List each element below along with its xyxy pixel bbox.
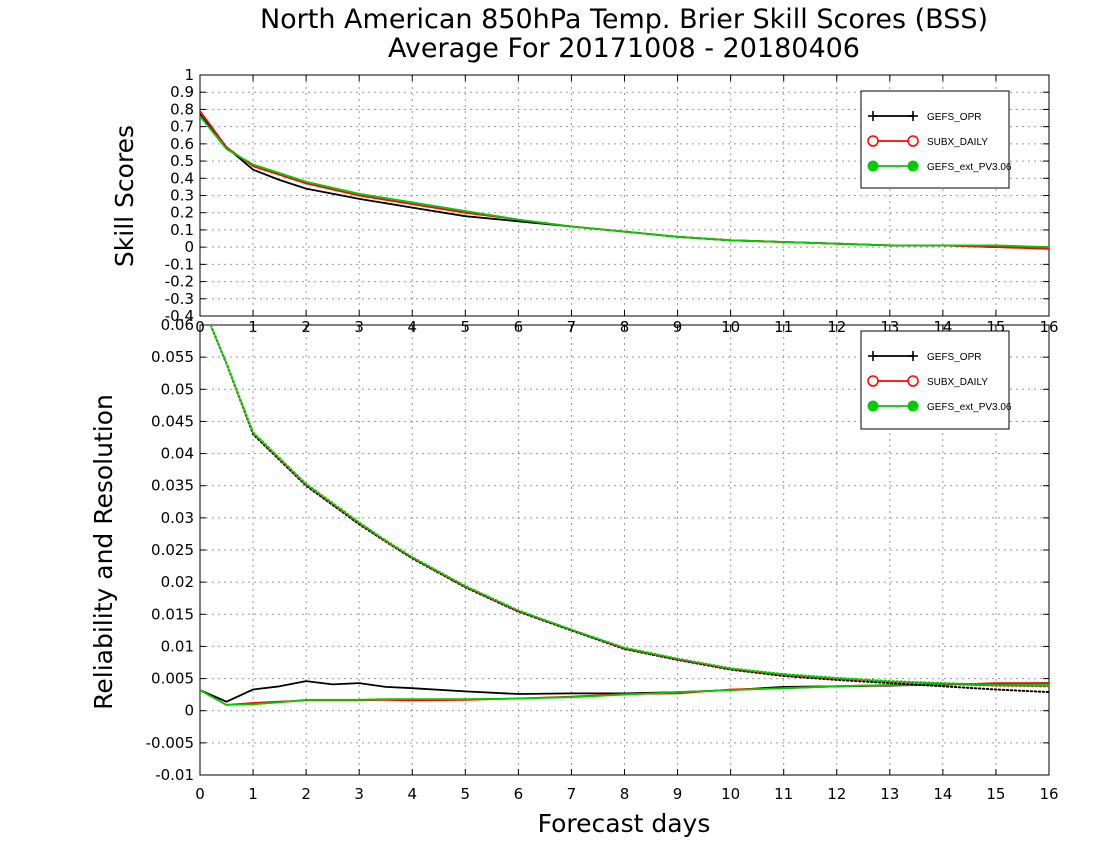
x-axis-label: Forecast days [538, 809, 711, 838]
x-tick-label: 9 [673, 785, 683, 803]
open-circle-marker [907, 135, 919, 147]
series-group [200, 325, 1049, 706]
open-circle-marker [867, 375, 879, 387]
y-tick-label: 0.6 [170, 135, 194, 153]
x-tick-label: 12 [827, 785, 846, 803]
y-tick-label: -0.01 [155, 766, 194, 784]
legend-label: GEFS_ext_PV3.06 [927, 402, 1012, 413]
reliability-axis-label: Reliability and Resolution [89, 394, 118, 710]
series-line-gefs-ext-pv3-06-resolution [209, 325, 1049, 687]
x-tick-label: 14 [933, 785, 952, 803]
y-tick-label: -0.005 [146, 734, 194, 752]
x-tick-label: 1 [248, 785, 258, 803]
x-tick-label: 5 [461, 785, 471, 803]
legend-label: SUBX_DAILY [927, 137, 988, 148]
x-tick-label: 10 [721, 785, 740, 803]
series-line-gefs-ext-pv3-06 [200, 115, 1049, 248]
chart-title: North American 850hPa Temp. Brier Skill … [260, 4, 988, 35]
x-tick-label: 0 [195, 785, 205, 803]
filled-circle-marker [867, 400, 879, 412]
y-tick-label: -0.2 [165, 273, 194, 291]
open-circle-marker [867, 135, 879, 147]
y-tick-label: 0.015 [151, 605, 194, 623]
y-tick-label: 0.05 [161, 380, 194, 398]
y-tick-label: 0.8 [170, 100, 194, 118]
series-group [200, 110, 1049, 250]
skill-scores-axis-label: Skill Scores [110, 125, 139, 267]
y-tick-label: 0 [184, 238, 194, 256]
legend-box [860, 90, 1010, 189]
x-tick-label: 13 [880, 785, 899, 803]
reliability-resolution-panel: -0.01 -0.005 0 0.005 0.01 0.015 0.02 0.025 0.03 0… [146, 316, 1059, 803]
y-tick-label: 1 [184, 66, 194, 84]
x-tick-label: 4 [407, 785, 417, 803]
x-tick-label: 2 [301, 785, 311, 803]
y-tick-label: 0.045 [151, 412, 194, 430]
filled-circle-marker [867, 160, 879, 172]
x-tick-label: 6 [514, 785, 524, 803]
x-tick-label: 3 [354, 785, 364, 803]
y-tick-label: -0.1 [165, 255, 194, 273]
y-tick-label: 0.025 [151, 541, 194, 559]
legend-label: GEFS_OPR [927, 112, 981, 123]
legend-box [860, 330, 1010, 430]
legend-label: SUBX_DAILY [927, 377, 988, 388]
y-tick-label: 0.3 [170, 187, 194, 205]
y-tick-label: 0.1 [170, 221, 194, 239]
x-tick-label: 15 [986, 785, 1005, 803]
y-tick-label: -0.4 [165, 307, 194, 325]
filled-circle-marker [907, 400, 919, 412]
y-tick-label: 0.04 [161, 445, 194, 463]
legend-label: GEFS_ext_PV3.06 [927, 162, 1012, 173]
legend-label: GEFS_OPR [927, 352, 981, 363]
y-tick-label: 0.06 [161, 316, 194, 334]
y-tick-label: 0.2 [170, 204, 194, 222]
skill-scores-panel: -0.4-0.3-0.2-0.100.10.20.30.40.50.60.70.… [165, 66, 1059, 336]
x-tick-label: 11 [774, 785, 793, 803]
y-tick-label: 0.4 [170, 169, 194, 187]
y-tick-label: 0 [184, 702, 194, 720]
y-tick-label: 0.01 [161, 637, 194, 655]
series-line-gefs-ext-pv3-06 [200, 683, 1049, 706]
x-tick-label: 8 [620, 785, 630, 803]
legend: GEFS_OPR SUBX_DAILY GEFS_ext_PV3.06 [860, 90, 1012, 189]
chart-subtitle: Average For 20171008 - 20180406 [388, 33, 860, 64]
open-circle-marker [907, 375, 919, 387]
y-tick-label: 0.02 [161, 573, 194, 591]
filled-circle-marker [907, 160, 919, 172]
y-tick-label: 0.5 [170, 152, 194, 170]
x-tick-label: 16 [1039, 785, 1058, 803]
y-tick-label: 0.03 [161, 509, 194, 527]
y-tick-label: 0.7 [170, 118, 194, 136]
y-tick-label: 0.005 [151, 670, 194, 688]
y-tick-label: 0.9 [170, 83, 194, 101]
y-tick-label: 0.055 [151, 348, 194, 366]
y-tick-label: -0.3 [165, 290, 194, 308]
y-tick-label: 0.035 [151, 477, 194, 495]
legend: GEFS_OPR SUBX_DAILY GEFS_ext_PV3.06 [860, 330, 1012, 430]
x-tick-label: 7 [567, 785, 577, 803]
